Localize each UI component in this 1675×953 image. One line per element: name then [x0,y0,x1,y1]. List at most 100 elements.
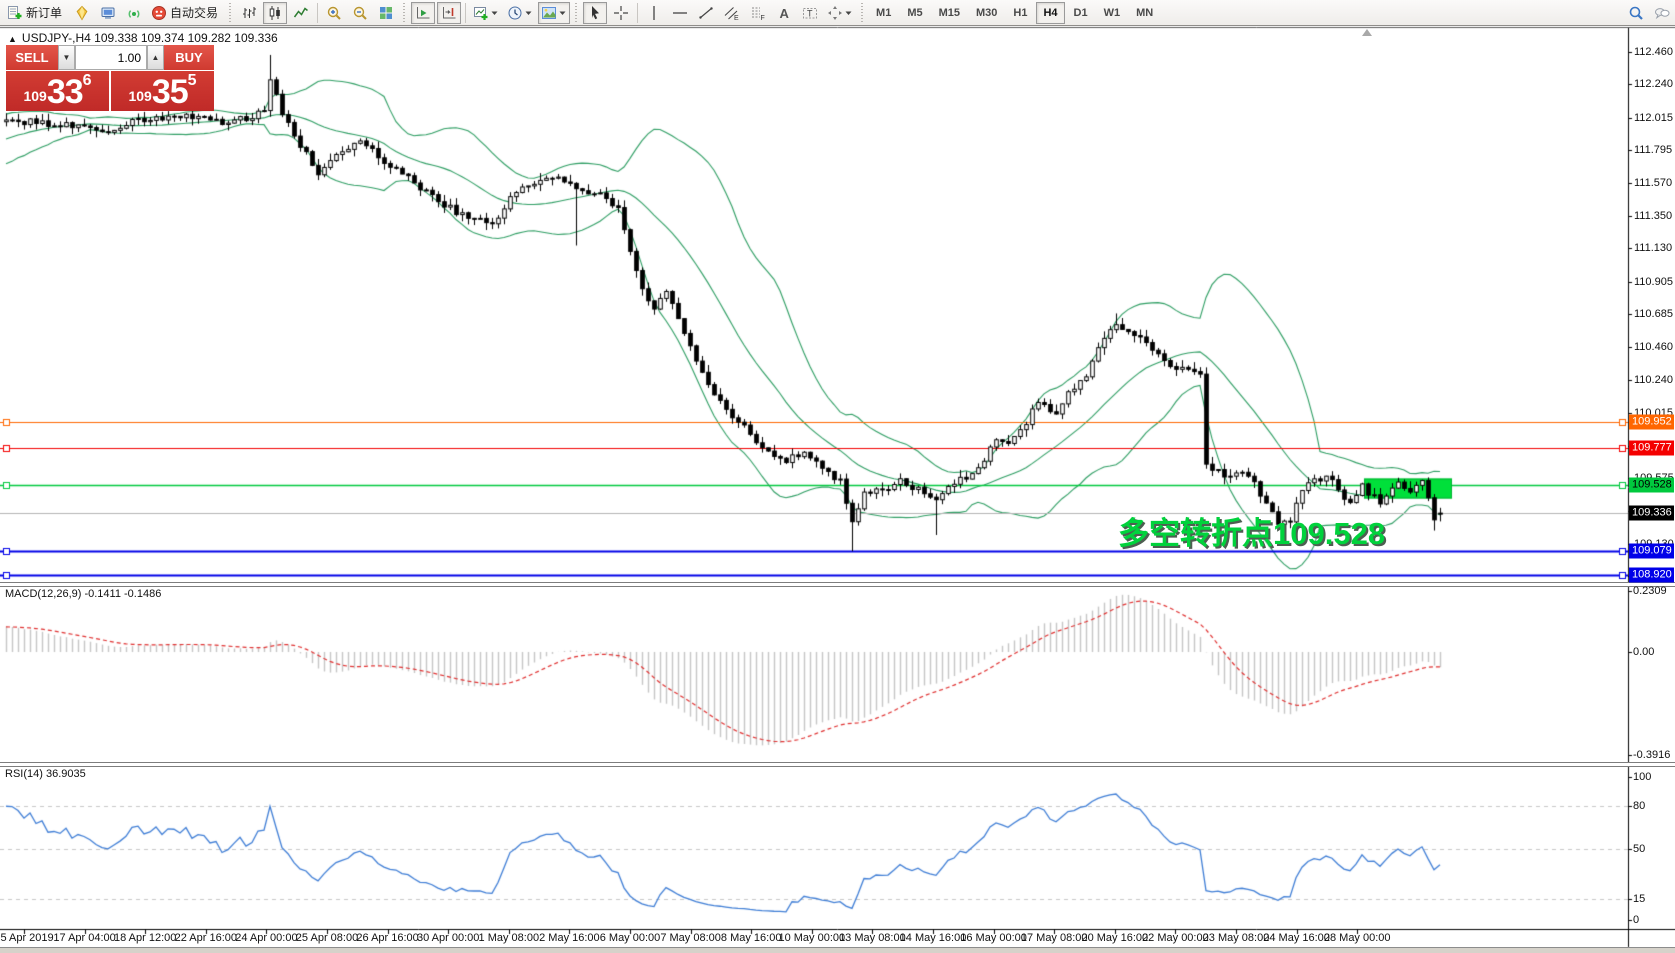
rsi-scale-label: 100 [1633,771,1652,783]
timeframe-button-d1[interactable]: D1 [1073,6,1088,19]
bid-quote[interactable]: 109 33 6 [6,71,109,111]
time-axis-label: 30 Apr 00:00 [416,932,480,944]
price-level-badge: 109.528 [1629,477,1674,493]
bid-prefix: 109 [23,88,47,104]
clock-icon [507,5,523,21]
text-button[interactable]: A [772,2,796,24]
new-order-button-label: 新订单 [26,6,63,20]
rsi-scale-label: 50 [1633,842,1646,855]
timeframe-button-h1[interactable]: H1 [1013,6,1028,19]
timeframe-button-m5[interactable]: M5 [907,6,923,19]
signal-button[interactable] [122,2,146,24]
chart-shift-button[interactable] [437,1,462,24]
chevron-down-icon[interactable] [524,5,533,21]
line-chart-icon [293,5,309,21]
macd-panel-separator[interactable] [0,582,1675,587]
toolbar-grip[interactable] [574,2,580,23]
price-level-badge: 108.920 [1629,567,1674,583]
auto-scroll-button[interactable] [411,1,436,24]
time-axis-label: 2 May 16:00 [539,932,600,944]
toolbar-grip[interactable] [228,2,234,23]
chevron-down-icon[interactable] [490,5,499,21]
toolbar-separator [317,2,319,23]
trendline-button[interactable] [694,2,718,24]
tile-windows-button[interactable] [374,2,398,24]
text-icon: A [776,5,792,21]
profiles-button[interactable] [504,2,536,24]
template-button[interactable] [538,1,571,24]
arrows-button[interactable] [824,2,856,24]
collapse-trade-panel-icon[interactable]: ▲ [8,34,17,44]
label-icon: T [802,5,818,21]
time-axis-label: 26 Apr 16:00 [356,932,419,944]
macd-scale-label: 0.00 [1633,646,1655,658]
volume-increase-button[interactable]: ▲ [147,45,164,70]
volume-decrease-button[interactable]: ▼ [58,45,75,70]
price-axis-tick: 110.460 [1634,341,1673,354]
price-axis-tick: 111.795 [1634,144,1673,157]
sell-button[interactable]: SELL [6,45,58,70]
time-axis-label: 17 Apr 04:00 [53,932,116,944]
rsi-panel-separator[interactable] [0,762,1675,767]
signal-icon [126,5,142,21]
chevron-down-icon[interactable] [844,5,853,21]
chat-button[interactable] [1650,2,1674,24]
toolbar-grip[interactable] [402,2,408,23]
rsi-scale-label: 80 [1633,799,1646,812]
time-axis-label: 17 May 08:00 [1020,932,1088,944]
cursor-button[interactable] [583,1,608,24]
timeframe-button-m30[interactable]: M30 [976,6,998,19]
time-axis-label: 14 May 16:00 [899,932,967,944]
ask-pipette: 5 [187,72,197,89]
crosshair-button[interactable] [609,2,633,24]
search-button[interactable] [1624,2,1648,24]
terminal-button[interactable] [96,2,120,24]
volume-input[interactable]: 1.00 [75,45,147,70]
chart-shift-marker[interactable] [1362,29,1372,36]
fibonacci-button[interactable]: F [746,2,770,24]
autotrading-button-label: 自动交易 [170,6,219,20]
autotrading-button[interactable]: 自动交易 [148,2,224,24]
vertical-line-button[interactable] [642,2,666,24]
new-chart-button[interactable] [470,2,502,24]
buy-button[interactable]: BUY [164,45,214,70]
chat-icon [1654,5,1670,21]
candlestick-chart-button[interactable] [263,1,288,24]
horizontal-line-button[interactable] [668,2,692,24]
time-axis-label: 13 May 08:00 [839,932,906,944]
zoom-out-button[interactable] [348,2,372,24]
crystal-icon [74,5,90,21]
zoom-in-button[interactable] [322,2,346,24]
trendline-icon [698,5,714,21]
ask-quote[interactable]: 109 35 5 [111,71,214,111]
price-axis-tick: 112.240 [1634,78,1673,91]
chevron-down-icon[interactable] [558,5,567,21]
cursor-icon [587,5,603,21]
price-level-badge: 109.079 [1629,543,1674,559]
timeframe-button-m15[interactable]: M15 [938,6,960,19]
new-order-button[interactable]: 新订单 [4,2,68,24]
price-axis-tick: 111.350 [1634,209,1673,222]
timeframe-button-h4[interactable]: H4 [1036,1,1065,24]
timeframe-button-w1[interactable]: W1 [1103,6,1121,19]
line-chart-button[interactable] [289,2,313,24]
template-icon [541,5,557,21]
timeframe-button-mn[interactable]: MN [1136,6,1154,19]
crystal-button[interactable] [70,2,94,24]
vline-icon [646,5,662,21]
candlestick-icon [267,5,283,21]
chart-text-annotation: 多空转折点109.528 [1118,516,1386,551]
autotrading-icon [151,5,167,21]
equidistant-channel-button[interactable]: E [720,2,744,24]
rsi-indicator-label: RSI(14) 36.9035 [5,768,86,780]
tiles-icon [378,5,394,21]
text-label-button[interactable]: T [798,2,822,24]
bar-chart-button[interactable] [237,2,261,24]
chart-shift-icon [441,5,457,21]
timeframe-button-m1[interactable]: M1 [876,6,892,19]
toolbar-grip[interactable] [860,2,866,23]
price-level-badge: 109.777 [1629,440,1674,456]
chart-ohlc-text: USDJPY-,H4 109.338 109.374 109.282 109.3… [21,31,278,45]
